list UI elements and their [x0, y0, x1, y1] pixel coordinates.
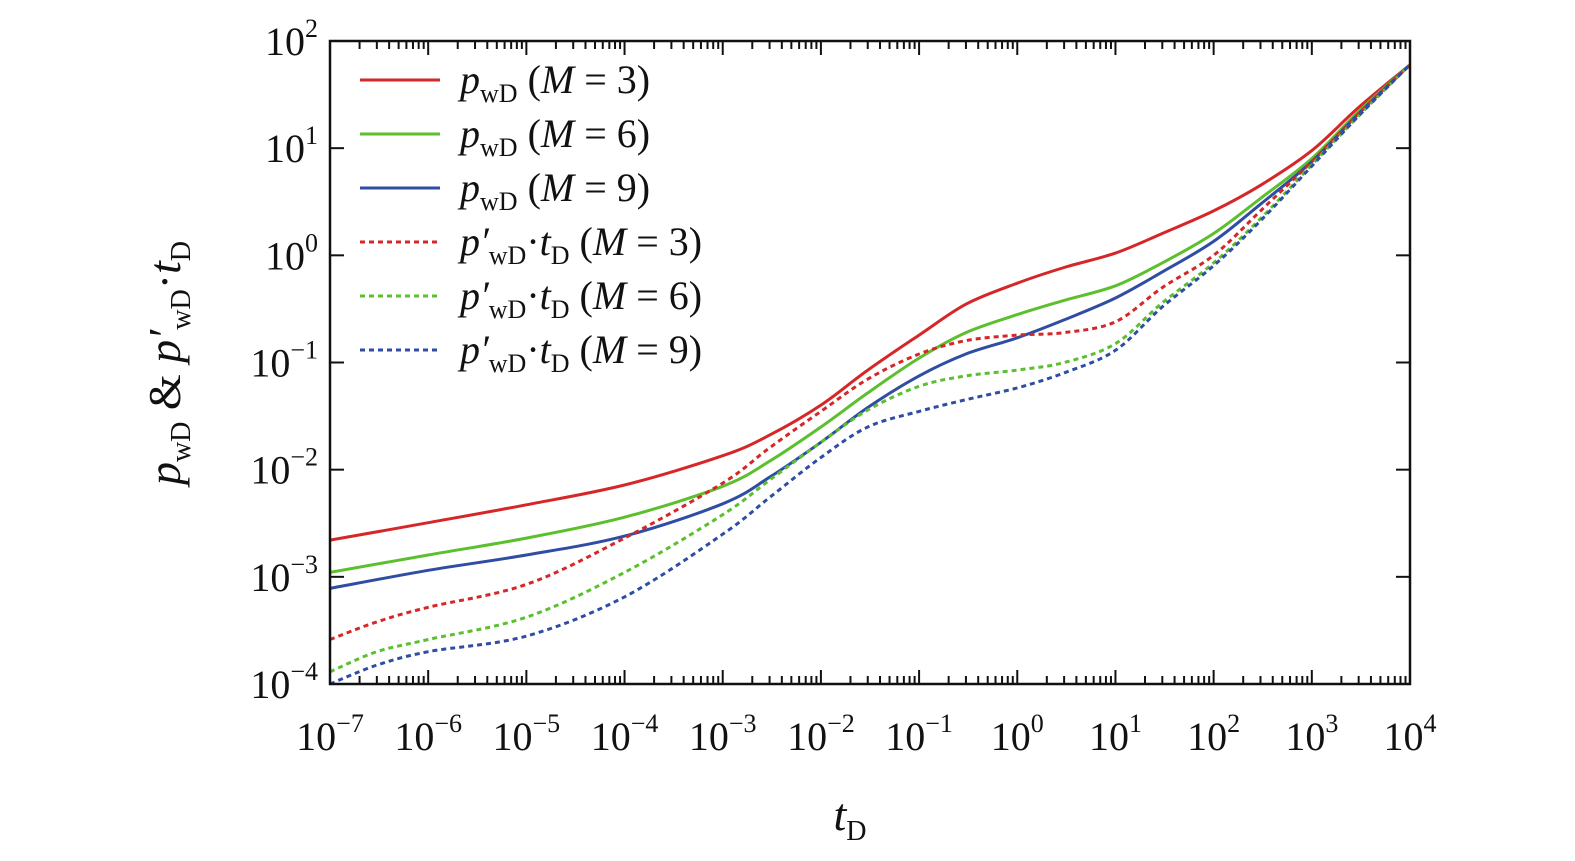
- x-tick-label: 10−6: [394, 709, 462, 759]
- legend-label: pwD (M = 6): [457, 111, 650, 162]
- legend-label: p′wD·tD (M = 3): [457, 219, 702, 270]
- x-tick-label: 100: [991, 709, 1044, 759]
- y-axis-title: pwD & p′wD·tD: [139, 241, 197, 488]
- x-tick-label: 104: [1384, 709, 1437, 759]
- x-tick-labels: 10−7 10−6 10−5 10−4 10−3 10−2 10−1 100 101 102 103…: [296, 709, 1436, 759]
- series-line-6: [329, 63, 1412, 686]
- x-tick-label: 10−7: [296, 709, 364, 759]
- legend-label: pwD (M = 9): [457, 165, 650, 216]
- y-tick-label: 101: [265, 121, 318, 171]
- x-axis-title: tD: [833, 789, 866, 847]
- y-tick-label: 102: [265, 14, 318, 64]
- legend-label: p′wD·tD (M = 9): [457, 327, 702, 378]
- series-line-4: [329, 63, 1412, 641]
- y-tick-label: 100: [265, 228, 318, 278]
- series-line-1: [329, 63, 1411, 542]
- legend-label: pwD (M = 3): [457, 57, 650, 108]
- x-tick-label: 103: [1285, 709, 1338, 759]
- series-line-2: [329, 63, 1412, 574]
- series-line-5: [329, 63, 1412, 674]
- y-tick-label: 10−1: [250, 336, 318, 386]
- y-tick-labels: 10−4 10−3 10−2 10−1 100 101 102: [250, 14, 318, 707]
- x-tick-label: 10−5: [493, 709, 561, 759]
- x-tick-label: 10−2: [787, 709, 855, 759]
- y-tick-label: 10−3: [250, 550, 318, 600]
- plot-frame: [328, 39, 1412, 686]
- y-tick-label: 10−2: [250, 443, 318, 493]
- tick-marks: [329, 40, 1411, 685]
- chart-curves: [329, 63, 1412, 686]
- series-line-3: [329, 63, 1412, 590]
- x-tick-label: 10−4: [591, 709, 659, 759]
- legend-label: p′wD·tD (M = 6): [457, 273, 702, 324]
- legend: pwD (M = 3)pwD (M = 6)pwD (M = 9)p′wD·tD…: [360, 57, 702, 378]
- x-tick-label: 10−1: [885, 709, 953, 759]
- x-tick-label: 10−3: [689, 709, 757, 759]
- x-tick-label: 101: [1089, 709, 1142, 759]
- y-tick-label: 10−4: [250, 657, 318, 707]
- x-tick-label: 102: [1187, 709, 1240, 759]
